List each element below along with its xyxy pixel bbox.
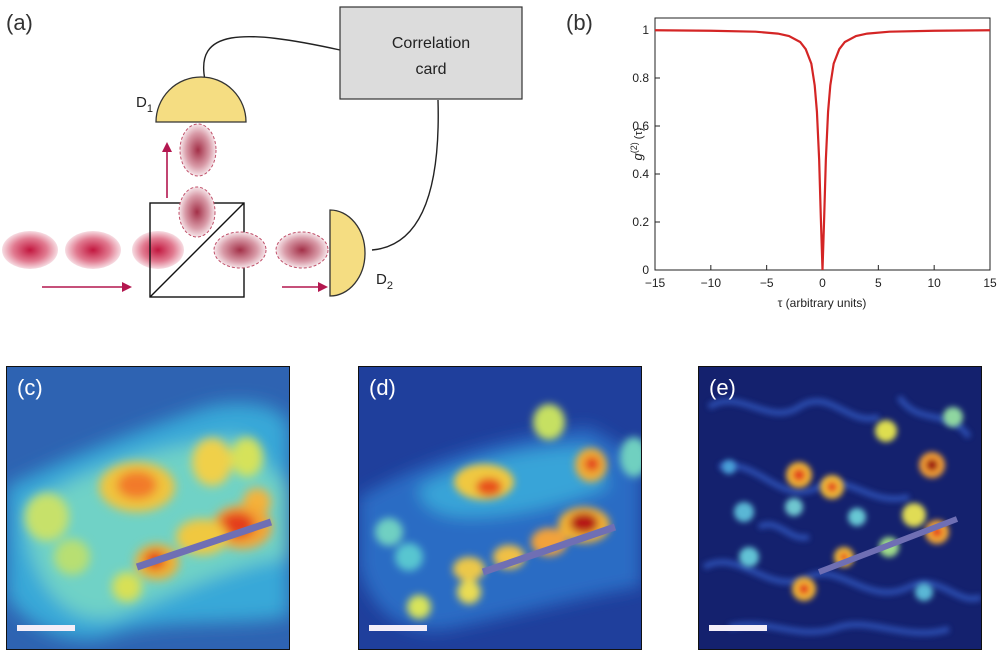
detector-d1 — [155, 76, 247, 123]
scale-bar-e — [709, 625, 767, 631]
detector-d2 — [329, 209, 366, 297]
chart-plot-area — [654, 17, 991, 271]
cable-d1 — [203, 35, 341, 81]
g2-chart: −15 −10 −5 0 5 10 15 0 0.2 0.4 0.6 0.8 1 τ (arbitrar… — [629, 17, 997, 310]
x-tick-label: −10 — [701, 276, 722, 290]
image-label-e: (e) — [709, 375, 736, 400]
correlation-card-line2: card — [415, 61, 446, 78]
beam-splitter-diagonal — [149, 202, 245, 298]
photon — [132, 231, 184, 269]
photon-split — [179, 123, 217, 177]
x-tick-label: −5 — [760, 276, 774, 290]
g2-series-line — [654, 29, 991, 271]
correlation-card-line1: Correlation — [392, 35, 470, 52]
chart-ylabel: g(2)(τ) — [629, 128, 645, 161]
cable-d2 — [371, 99, 439, 251]
x-tick-label: 5 — [875, 276, 882, 290]
y-tick-label: 0 — [642, 263, 649, 277]
photon-split — [178, 186, 216, 238]
heatmap-d — [359, 367, 641, 649]
arrow-output-head — [318, 282, 328, 292]
detector-d2-label: D2 — [376, 271, 393, 292]
hbt-schematic: Correlation card D1 D2 — [2, 6, 523, 298]
panel-b-label: (b) — [566, 10, 593, 35]
heatmap-c — [7, 367, 289, 649]
scale-bar-c — [17, 625, 75, 631]
heatmap-e — [699, 367, 981, 649]
x-tick-label: −15 — [645, 276, 666, 290]
arrow-input-head — [122, 282, 132, 292]
panel-a-label: (a) — [6, 10, 33, 35]
image-label-d: (d) — [369, 375, 396, 400]
photon — [65, 231, 121, 269]
x-tick-label: 15 — [983, 276, 997, 290]
correlation-card-box — [339, 6, 523, 100]
line-overlay-c — [135, 518, 273, 571]
arrow-up-head — [162, 142, 172, 152]
x-tick-label: 10 — [927, 276, 941, 290]
photon — [2, 231, 58, 269]
y-tick-label: 0.8 — [632, 71, 649, 85]
scale-bar-d — [369, 625, 427, 631]
line-overlay-e — [817, 516, 959, 575]
y-tick-label: 1 — [642, 23, 649, 37]
chart-xlabel: τ (arbitrary units) — [778, 296, 867, 310]
y-tick-label: 0.4 — [632, 167, 649, 181]
image-label-c: (c) — [17, 375, 43, 400]
line-overlay-d — [481, 523, 617, 576]
image-panel-d: (d) — [358, 366, 642, 650]
image-panel-c: (c) — [6, 366, 290, 650]
y-tick-label: 0.6 — [632, 119, 649, 133]
photon-split — [213, 231, 267, 269]
image-panel-e: (e) — [698, 366, 982, 650]
x-tick-label: 0 — [819, 276, 826, 290]
y-tick-label: 0.2 — [632, 215, 649, 229]
photon-split — [275, 231, 329, 269]
detector-d1-label: D1 — [136, 94, 153, 115]
